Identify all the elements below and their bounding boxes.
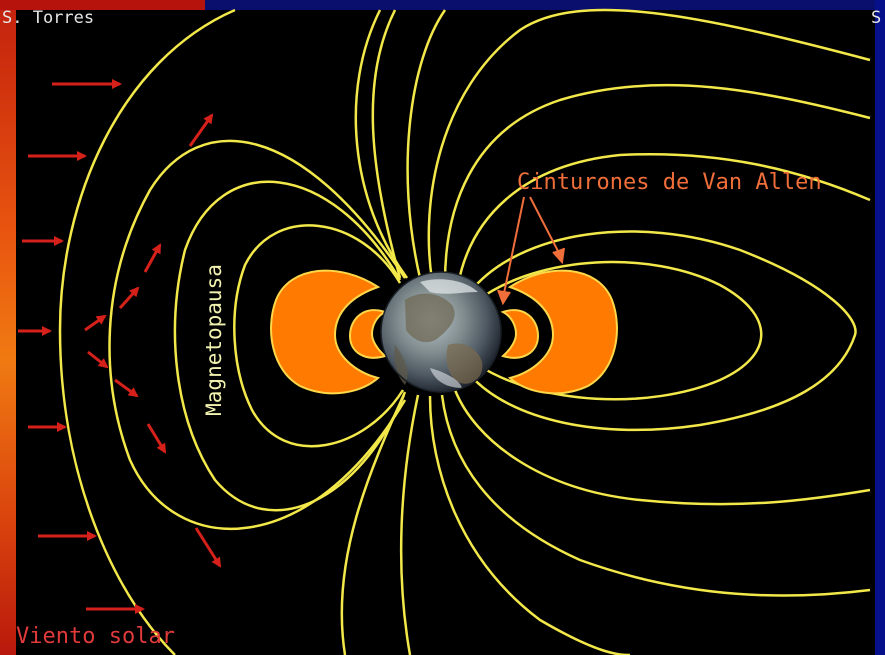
red-arrow-icon	[118, 286, 140, 310]
field-line	[443, 83, 871, 283]
author-credit: S. Torres	[2, 8, 95, 28]
field-line	[477, 260, 763, 401]
right-frame	[875, 0, 885, 655]
solar-wind-arrows	[18, 79, 222, 614]
field-line	[427, 8, 871, 281]
red-arrow-icon	[194, 527, 222, 568]
field-line	[399, 394, 420, 655]
solar-wind-label: Viento solar	[16, 624, 175, 649]
outer-belt-right	[507, 269, 618, 395]
red-arrow-icon	[87, 350, 109, 369]
van-allen-label: Cinturones de Van Allen	[517, 170, 822, 195]
field-line	[406, 9, 447, 279]
field-line	[108, 139, 407, 530]
field-line	[453, 389, 871, 506]
field-line	[340, 391, 407, 655]
red-arrow-icon	[84, 314, 107, 332]
field-line	[440, 394, 871, 597]
outer-belt-left	[270, 269, 381, 395]
red-arrow-icon	[146, 423, 167, 454]
author-credit-right: S	[871, 8, 881, 28]
field-line	[456, 152, 871, 286]
field-line	[371, 9, 402, 279]
top-red-band	[0, 0, 205, 10]
red-arrow-icon	[143, 243, 162, 273]
field-lines	[58, 8, 871, 655]
red-arrow-icon	[114, 378, 139, 398]
inner-belt-left	[348, 309, 388, 359]
earth-globe-icon	[380, 271, 502, 393]
sun-edge	[0, 0, 16, 655]
van-allen-pointers	[497, 196, 565, 306]
field-line	[58, 8, 236, 655]
van-allen-belts	[270, 269, 618, 395]
field-line	[469, 230, 857, 432]
inner-belt-right	[500, 309, 540, 359]
field-line	[428, 395, 631, 655]
red-arrow-icon	[188, 113, 214, 147]
magnetopause-label: Magnetopausa	[202, 264, 226, 416]
field-line	[233, 224, 405, 448]
field-line	[354, 9, 409, 279]
